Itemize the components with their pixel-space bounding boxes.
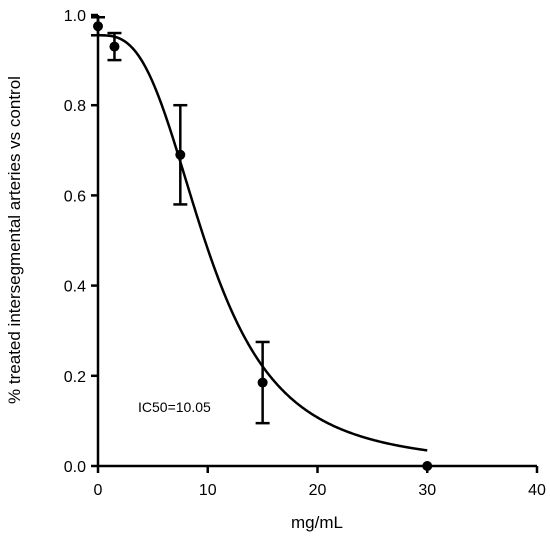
- data-point: [109, 41, 120, 52]
- data-point: [257, 377, 268, 388]
- y-ticks: 0.0 0.2 0.4 0.6 0.8 1.0: [64, 8, 98, 476]
- x-axis-label: mg/mL: [291, 513, 343, 532]
- x-tick-label: 20: [309, 482, 327, 499]
- y-axis-label: % treated intersegmental arteries vs con…: [5, 76, 24, 404]
- y-tick-label: 1.0: [64, 8, 86, 25]
- x-tick-label: 40: [528, 482, 546, 499]
- y-tick-label: 0.8: [64, 98, 86, 115]
- x-ticks: 0 10 20 30 40: [94, 466, 546, 499]
- y-tick-label: 0.4: [64, 279, 86, 296]
- y-tick-label: 0.6: [64, 188, 86, 205]
- x-tick-label: 0: [94, 482, 103, 499]
- y-tick-label: 0.2: [64, 369, 86, 386]
- x-tick-label: 10: [199, 482, 217, 499]
- data-point: [175, 149, 186, 160]
- error-bars: [91, 16, 270, 425]
- ic50-annotation: IC50=10.05: [138, 399, 211, 415]
- y-tick-label: 0.0: [64, 459, 86, 476]
- x-tick-label: 30: [418, 482, 436, 499]
- plot-area: [91, 16, 433, 471]
